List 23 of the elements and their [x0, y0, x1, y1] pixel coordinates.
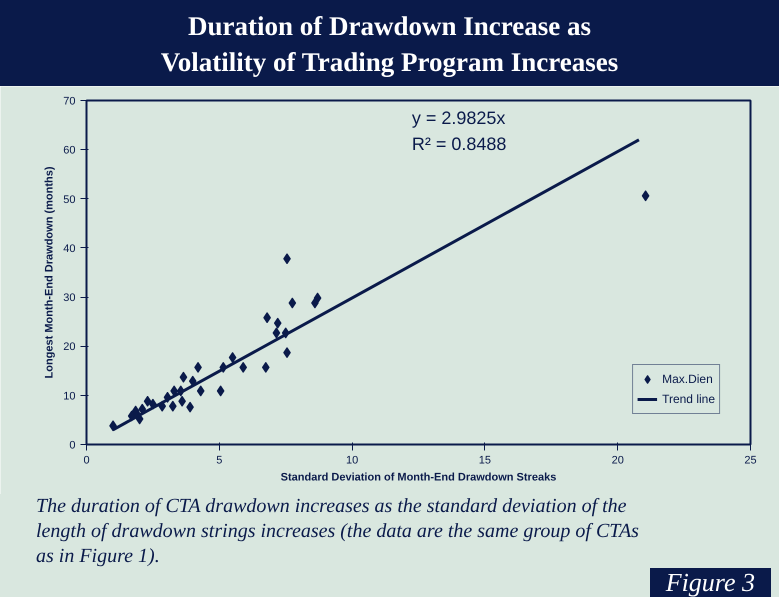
x-tick-label: 20: [612, 454, 624, 466]
legend-label: Max.Dien: [662, 372, 713, 386]
x-tick-label: 0: [83, 454, 90, 466]
legend-label: Trend line: [662, 392, 715, 406]
y-tick-label: 40: [63, 242, 76, 255]
x-tick-label: 25: [744, 454, 757, 466]
x-tick-label: 5: [216, 454, 222, 466]
annotation: y = 2.9825x: [412, 108, 506, 128]
y-tick-label: 50: [63, 194, 76, 206]
y-tick-label: 10: [63, 390, 76, 402]
x-axis-title: Standard Deviation of Month-End Drawdown Streaks: [280, 472, 556, 484]
x-tick-label: 10: [346, 454, 358, 466]
y-tick-label: 0: [69, 440, 76, 452]
y-axis-title: Longest Month-End Drawdown (months): [43, 166, 56, 379]
chart-title: Duration of Drawdown Increase as Volatility of Trading Program Increases: [160, 10, 618, 79]
y-tick-label: 60: [63, 144, 76, 157]
y-tick-label: 70: [63, 96, 76, 108]
x-tick-label: 15: [478, 454, 492, 466]
caption: Figure 3: [650, 568, 771, 597]
y-tick-label: 30: [63, 292, 76, 304]
y-tick-label: 20: [63, 341, 76, 354]
annotation: R² = 0.8488: [412, 134, 506, 154]
text: The duration of CTA drawdown increases as the standard deviation of the length of drawdown strings increases (the data are the same group of CTAs as in Figure 1).: [36, 494, 640, 569]
